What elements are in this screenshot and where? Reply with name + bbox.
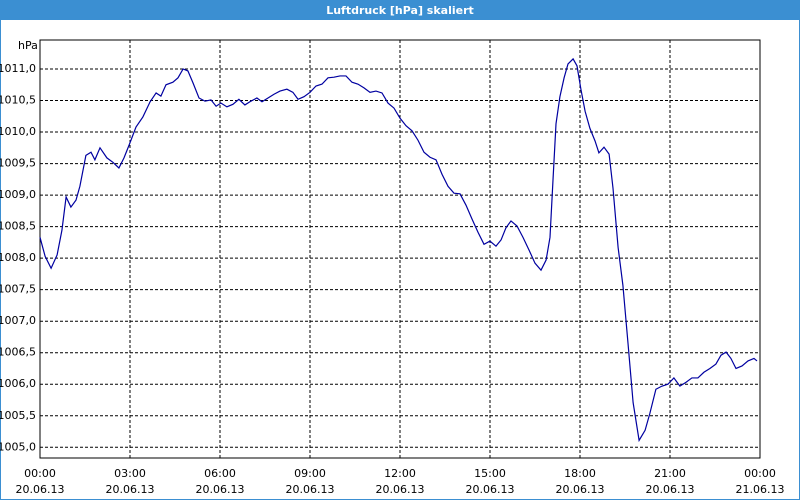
x-tick-label: 00:00 [744,467,776,480]
x-tick-date: 20.06.13 [196,483,245,496]
x-tick-label: 21:00 [654,467,686,480]
y-tick-label: 1005,0 [0,440,36,453]
y-tick-label: 1009,0 [0,188,36,201]
x-tick-label: 12:00 [384,467,416,480]
y-tick-label: 1006,0 [0,377,36,390]
x-tick-label: 18:00 [564,467,596,480]
y-tick-label: 1009,5 [0,157,36,170]
y-tick-label: 1007,5 [0,283,36,296]
y-axis-label: hPa [18,39,38,52]
y-tick-label: 1007,0 [0,314,36,327]
x-tick-date: 20.06.13 [646,483,695,496]
y-tick-label: 1011,0 [0,62,36,75]
y-tick-label: 1008,0 [0,251,36,264]
chart-title: Luftdruck [hPa] skaliert [326,4,474,17]
y-tick-label: 1008,5 [0,220,36,233]
x-tick-label: 00:00 [24,467,56,480]
x-tick-label: 15:00 [474,467,506,480]
y-tick-label: 1005,5 [0,409,36,422]
data-line [39,57,758,443]
x-tick-date: 20.06.13 [16,483,65,496]
x-tick-label: 03:00 [114,467,146,480]
x-tick-date: 20.06.13 [466,483,515,496]
x-tick-date: 20.06.13 [376,483,425,496]
x-tick-date: 20.06.13 [286,483,335,496]
x-tick-date: 21.06.13 [736,483,785,496]
y-tick-label: 1006,5 [0,346,36,359]
x-tick-date: 20.06.13 [106,483,155,496]
plot-border [39,39,761,459]
y-tick-label: 1010,0 [0,125,36,138]
x-tick-label: 09:00 [294,467,326,480]
title-bar [0,0,800,20]
y-tick-label: 1010,5 [0,94,36,107]
x-tick-date: 20.06.13 [556,483,605,496]
x-tick-label: 06:00 [204,467,236,480]
